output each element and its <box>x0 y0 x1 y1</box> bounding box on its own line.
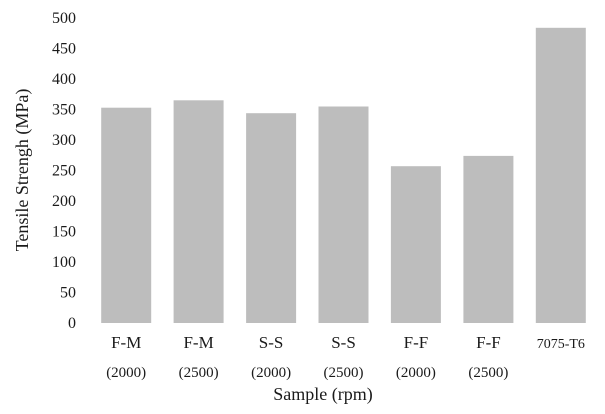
y-tick-label: 450 <box>52 41 76 58</box>
x-axis: F-M (2000) F-M (2500) S-S (2000) S-S (2500) F-F (… <box>106 333 585 381</box>
bar <box>318 106 369 323</box>
x-tick-label: F-F <box>476 333 501 352</box>
x-tick-sublabel: (2000) <box>251 365 291 381</box>
y-tick-label: 200 <box>52 193 76 210</box>
x-tick-label: F-M <box>183 333 213 352</box>
bar <box>246 113 297 323</box>
y-tick-label: 100 <box>52 254 76 271</box>
bar <box>463 155 514 323</box>
bar <box>173 100 224 323</box>
x-tick-label: S-S <box>259 333 284 352</box>
x-tick-sublabel: (2000) <box>396 365 436 381</box>
x-tick-sublabel: (2000) <box>106 365 146 381</box>
y-axis: 0 50 100 150 200 250 300 350 400 450 500 <box>52 10 76 332</box>
x-axis-title: Sample (rpm) <box>273 384 372 405</box>
y-tick-label: 50 <box>60 285 76 302</box>
bar <box>101 107 152 323</box>
bars <box>101 27 586 324</box>
y-axis-title: Tensile Strengh (MPa) <box>12 89 33 252</box>
x-tick-sublabel: (2500) <box>468 365 508 381</box>
y-tick-label: 300 <box>52 132 76 149</box>
x-tick-label: 7075-T6 <box>537 337 585 352</box>
x-tick-label: S-S <box>331 333 356 352</box>
y-tick-label: 0 <box>68 315 76 332</box>
bar <box>390 166 441 323</box>
bar <box>535 27 586 324</box>
y-tick-label: 500 <box>52 10 76 27</box>
y-tick-label: 150 <box>52 224 76 241</box>
y-tick-label: 400 <box>52 71 76 88</box>
x-tick-label: F-F <box>404 333 429 352</box>
y-tick-label: 350 <box>52 102 76 119</box>
x-tick-label: F-M <box>111 333 141 352</box>
x-tick-sublabel: (2500) <box>179 365 219 381</box>
y-tick-label: 250 <box>52 163 76 180</box>
x-tick-sublabel: (2500) <box>324 365 364 381</box>
